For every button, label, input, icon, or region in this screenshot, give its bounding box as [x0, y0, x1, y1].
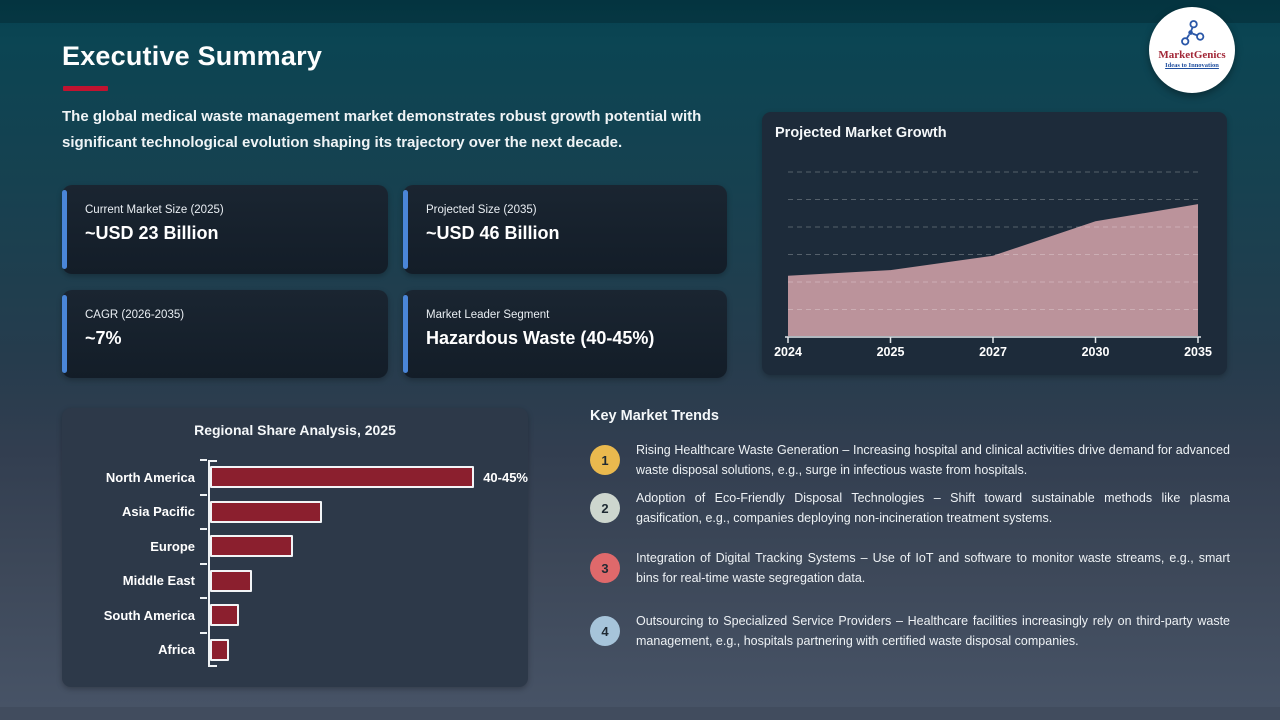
card-accent-bar: [62, 190, 67, 269]
title-underline: [63, 86, 108, 91]
stat-card-current-size: Current Market Size (2025) ~USD 23 Billi…: [62, 185, 388, 274]
bar-category-label: Middle East: [122, 573, 195, 589]
stat-card-leader-segment: Market Leader Segment Hazardous Waste (4…: [403, 290, 727, 378]
regional-bars: North America 40-45% Asia Pacific Europe Mid…: [62, 459, 528, 668]
regional-chart-panel: Regional Share Analysis, 2025 North Amer…: [62, 408, 528, 687]
stat-label: Current Market Size (2025): [85, 204, 224, 216]
stat-value: ~7%: [85, 328, 122, 348]
footer-band: [0, 707, 1280, 720]
stat-label: Market Leader Segment: [426, 309, 550, 321]
stat-label: Projected Size (2035): [426, 204, 537, 216]
stat-card-projected-size: Projected Size (2035) ~USD 46 Billion: [403, 185, 727, 274]
bar-track: [200, 562, 528, 599]
intro-text: The global medical waste management mark…: [62, 108, 702, 151]
svg-text:2030: 2030: [1082, 345, 1110, 359]
bar-category-label: Africa: [158, 642, 195, 658]
card-accent-bar: [403, 190, 408, 269]
trend-number-badge: 4: [590, 616, 620, 646]
trend-text: Outsourcing to Specialized Service Provi…: [636, 614, 1230, 648]
trend-item-1: 1 Rising Healthcare Waste Generation – I…: [590, 441, 1230, 480]
bar-category-label: South America: [103, 607, 195, 623]
bar: [210, 638, 230, 661]
bar-category-label: North America: [105, 469, 195, 485]
bar-row: Middle East: [62, 562, 528, 599]
stat-label: CAGR (2026-2035): [85, 309, 185, 321]
card-accent-bar: [403, 295, 408, 373]
trend-number-badge: 1: [590, 445, 620, 475]
svg-text:2024: 2024: [774, 345, 802, 359]
bar-row: North America 40-45%: [62, 459, 528, 495]
key-trends-section: Key Market Trends 1 Rising Healthcare Wa…: [590, 408, 1230, 651]
page-title: Executive Summary: [62, 41, 323, 71]
bar-row: Europe: [62, 528, 528, 564]
stat-value: Hazardous Waste (40-45%): [426, 328, 655, 348]
bar-row: South America: [62, 597, 528, 633]
bar-track: [200, 493, 528, 530]
marketgenics-logo: MarketGenics Ideas to Innovation: [1149, 7, 1235, 93]
stat-cards: Current Market Size (2025) ~USD 23 Billi…: [62, 185, 727, 378]
bar-track: [200, 597, 528, 633]
stat-card-cagr: CAGR (2026-2035) ~7%: [62, 290, 388, 378]
molecule-icon: [1180, 20, 1204, 46]
bar: [210, 604, 239, 627]
card-accent-bar: [62, 295, 67, 373]
bar-data-label: 40-45%: [483, 469, 528, 485]
trend-number-badge: 3: [590, 553, 620, 583]
bar: [210, 569, 252, 592]
bar-track: 40-45%: [200, 459, 528, 495]
key-trends-title: Key Market Trends: [590, 408, 719, 424]
trend-text: Adoption of Eco-Friendly Disposal Techno…: [636, 491, 1230, 525]
growth-chart-panel: Projected Market Growth 2024 2025 2027 2030…: [762, 112, 1227, 375]
bar-row: Africa: [62, 631, 528, 668]
trend-item-3: 3 Integration of Digital Tracking System…: [590, 549, 1230, 588]
growth-chart-title: Projected Market Growth: [775, 125, 947, 141]
bar-chart-axis: [208, 460, 217, 667]
stat-value: ~USD 46 Billion: [426, 223, 560, 243]
trend-item-4: 4 Outsourcing to Specialized Service Pro…: [590, 612, 1230, 651]
bar-row: Asia Pacific: [62, 493, 528, 530]
bar: [210, 466, 475, 489]
bar-track: [200, 631, 528, 668]
svg-text:2035: 2035: [1184, 345, 1212, 359]
stat-value: ~USD 23 Billion: [85, 223, 219, 243]
bar: [210, 535, 294, 558]
bar-track: [200, 528, 528, 564]
trend-number-badge: 2: [590, 493, 620, 523]
trend-text: Rising Healthcare Waste Generation – Inc…: [636, 443, 1230, 477]
logo-name: MarketGenics: [1158, 49, 1226, 61]
bar-category-label: Europe: [150, 538, 195, 554]
regional-chart-title: Regional Share Analysis, 2025: [194, 422, 396, 438]
svg-text:2025: 2025: [877, 345, 905, 359]
logo-tagline: Ideas to Innovation: [1165, 62, 1219, 69]
trend-text: Integration of Digital Tracking Systems …: [636, 551, 1230, 585]
bar: [210, 500, 322, 523]
top-band: [0, 0, 1280, 23]
trend-item-2: 2 Adoption of Eco-Friendly Disposal Tech…: [590, 489, 1230, 528]
growth-area-chart: 2024 2025 2027 2030 2035: [774, 171, 1212, 359]
svg-text:2027: 2027: [979, 345, 1007, 359]
bar-category-label: Asia Pacific: [122, 504, 195, 520]
